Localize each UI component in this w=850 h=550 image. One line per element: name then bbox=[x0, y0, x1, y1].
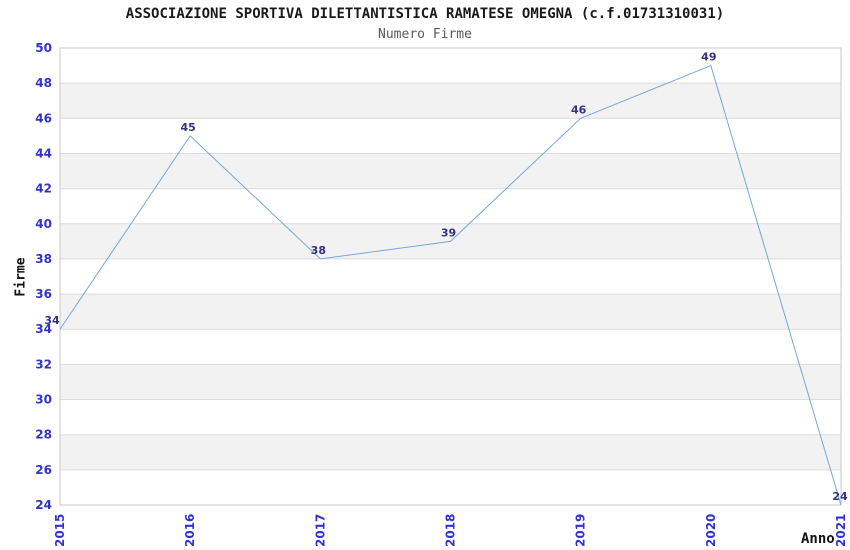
x-tick-label: 2021 bbox=[834, 514, 848, 547]
plot-band bbox=[60, 399, 841, 435]
y-tick-label: 32 bbox=[35, 357, 52, 371]
y-tick-label: 38 bbox=[35, 252, 52, 266]
data-line bbox=[59, 65, 842, 506]
plot-border bbox=[59, 47, 842, 506]
x-tick-label: 2019 bbox=[574, 514, 588, 547]
point-label: 24 bbox=[832, 490, 848, 503]
x-tick-label: 2015 bbox=[53, 514, 67, 547]
y-tick-label: 24 bbox=[35, 498, 52, 512]
y-tick-label: 50 bbox=[35, 41, 52, 55]
point-label: 46 bbox=[571, 103, 587, 116]
x-tick-label: 2016 bbox=[183, 514, 197, 547]
point-label: 38 bbox=[311, 244, 326, 257]
x-tick-label: 2017 bbox=[313, 514, 327, 547]
plot-band bbox=[60, 329, 841, 365]
point-label: 45 bbox=[181, 121, 196, 134]
chart-title: ASSOCIAZIONE SPORTIVA DILETTANTISTICA RA… bbox=[125, 6, 725, 22]
plot-band bbox=[60, 434, 841, 470]
y-tick-label: 30 bbox=[35, 393, 52, 407]
y-tick-label: 36 bbox=[35, 287, 52, 301]
plot-band bbox=[60, 469, 841, 505]
plot-band bbox=[60, 83, 841, 119]
plot-band bbox=[60, 258, 841, 295]
x-tick-label: 2018 bbox=[444, 514, 458, 547]
plot-band bbox=[60, 364, 841, 400]
x-tick-label: 2020 bbox=[704, 514, 718, 547]
plot-band bbox=[60, 188, 841, 224]
plot-band bbox=[60, 48, 841, 84]
y-tick-label: 26 bbox=[35, 463, 52, 477]
plot-band bbox=[60, 153, 841, 189]
point-label: 39 bbox=[441, 226, 456, 239]
y-tick-label: 48 bbox=[35, 76, 52, 90]
plot-band bbox=[60, 118, 841, 154]
y-tick-label: 40 bbox=[35, 217, 52, 231]
y-tick-label: 44 bbox=[35, 146, 52, 160]
point-label: 49 bbox=[701, 51, 716, 64]
chart-subtitle: Numero Firme bbox=[378, 27, 472, 42]
plot-band bbox=[60, 294, 841, 330]
y-tick-label: 28 bbox=[35, 428, 52, 442]
y-tick-label: 46 bbox=[35, 111, 52, 125]
point-label: 34 bbox=[44, 314, 60, 327]
y-tick-label: 42 bbox=[35, 182, 52, 196]
y-tick-label: 34 bbox=[35, 322, 52, 336]
x-axis-title: Anno bbox=[801, 531, 835, 547]
